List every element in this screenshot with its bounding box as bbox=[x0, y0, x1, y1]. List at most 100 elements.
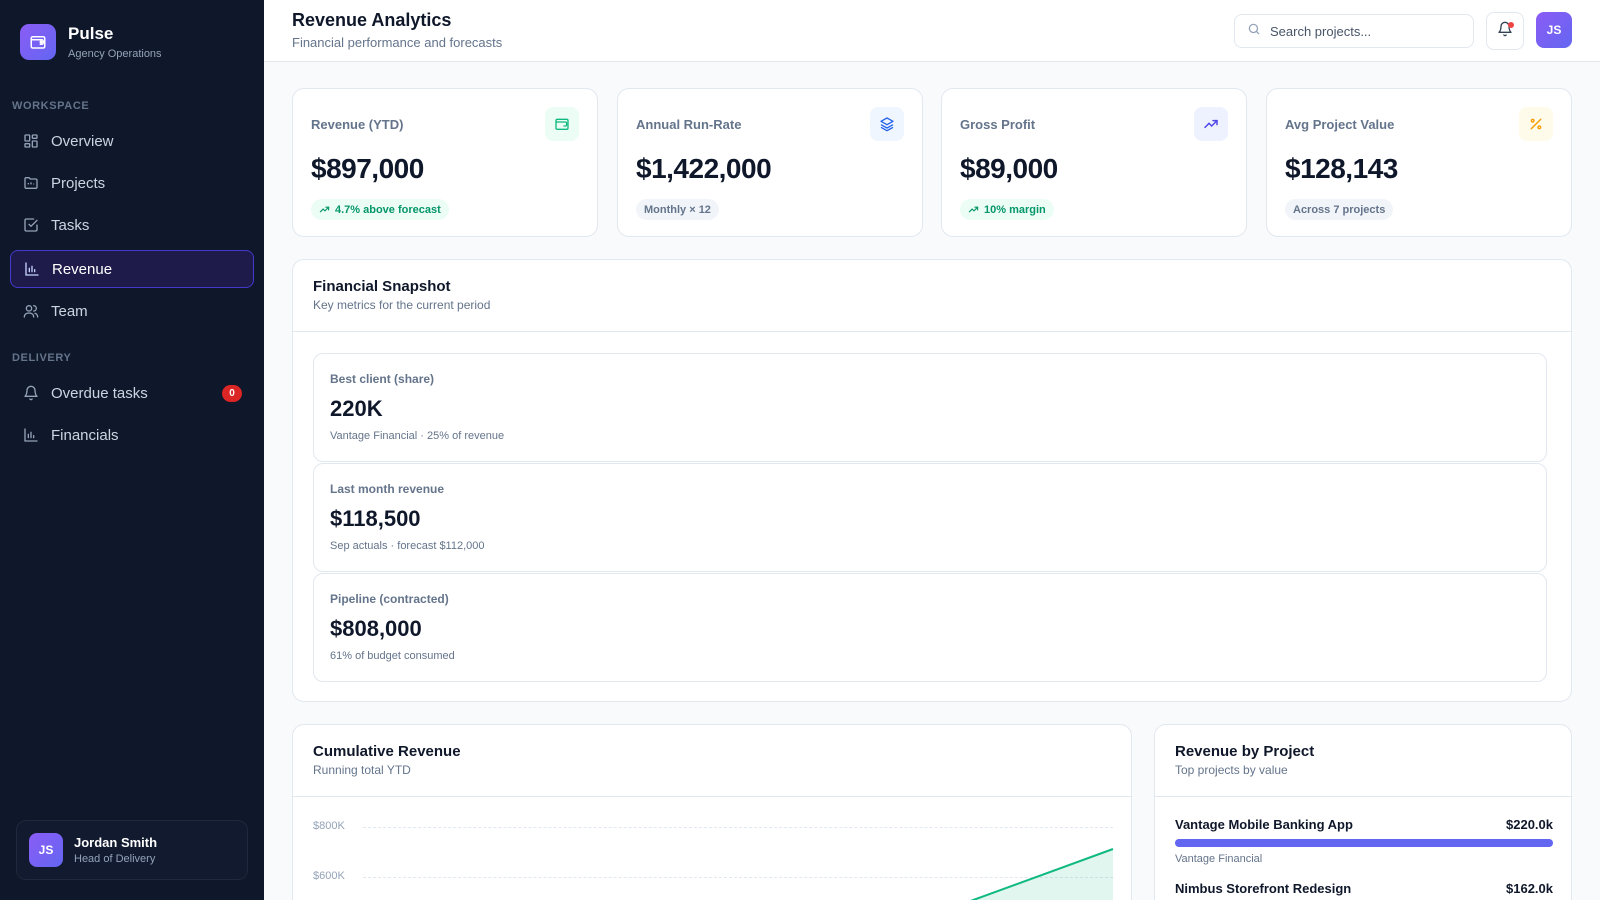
layers-icon bbox=[870, 107, 904, 141]
metric-label: Last month revenue bbox=[330, 482, 445, 496]
metric-card-pipeline: Pipeline (contracted) $808,000 61% of bu… bbox=[313, 573, 1547, 682]
gridline bbox=[363, 877, 1113, 878]
trending-up-icon bbox=[1194, 107, 1228, 141]
sidebar-item-label: Tasks bbox=[51, 216, 90, 234]
kpi-chip-text: 10% margin bbox=[984, 203, 1046, 216]
kpi-chip: 4.7% above forecast bbox=[311, 199, 449, 220]
project-bar-track bbox=[1175, 839, 1553, 847]
project-bar-fill bbox=[1175, 839, 1553, 847]
percent-icon bbox=[1519, 107, 1553, 141]
kpi-label: Gross Profit bbox=[960, 117, 1036, 132]
search-box[interactable] bbox=[1234, 14, 1474, 48]
metric-note: 61% of budget consumed bbox=[330, 650, 455, 662]
bar-chart-icon bbox=[23, 260, 41, 278]
sidebar: Pulse Agency Operations WORKSPACE Overvi… bbox=[0, 0, 264, 900]
sidebar-item-label: Overdue tasks bbox=[51, 384, 148, 402]
sidebar-item-label: Projects bbox=[51, 174, 106, 192]
sidebar-item-label: Overview bbox=[51, 132, 114, 150]
panel-subtitle: Key metrics for the current period bbox=[313, 298, 491, 312]
project-client: Vantage Financial bbox=[1175, 853, 1263, 865]
wallet-icon bbox=[20, 24, 56, 60]
gridline bbox=[363, 827, 1113, 828]
kpi-card-gross-profit: Gross Profit $89,000 10% margin bbox=[941, 88, 1247, 237]
panel-title: Cumulative Revenue bbox=[313, 743, 461, 760]
financial-snapshot-panel: Financial Snapshot Key metrics for the c… bbox=[292, 259, 1572, 702]
notifications-button[interactable] bbox=[1486, 12, 1524, 50]
y-tick-label: $800K bbox=[313, 820, 345, 832]
trend-up-icon bbox=[319, 204, 330, 215]
sidebar-item-tasks[interactable]: Tasks bbox=[10, 206, 254, 244]
metric-note: Sep actuals · forecast $112,000 bbox=[330, 540, 485, 552]
project-value: $162.0k bbox=[1506, 881, 1553, 896]
sidebar-item-financials[interactable]: Financials bbox=[10, 416, 254, 454]
page-subtitle: Financial performance and forecasts bbox=[292, 35, 503, 50]
kpi-label: Revenue (YTD) bbox=[311, 117, 404, 132]
grid-icon bbox=[22, 132, 40, 150]
brand-name: Pulse bbox=[68, 24, 114, 43]
kpi-value: $1,422,000 bbox=[636, 153, 772, 184]
section-label-workspace: WORKSPACE bbox=[12, 100, 90, 112]
revenue-by-project-panel: Revenue by Project Top projects by value… bbox=[1154, 724, 1572, 900]
metric-card-best-client: Best client (share) 220K Vantage Financi… bbox=[313, 353, 1547, 462]
users-icon bbox=[22, 302, 40, 320]
sidebar-item-revenue[interactable]: Revenue bbox=[10, 250, 254, 288]
sidebar-item-team[interactable]: Team bbox=[10, 292, 254, 330]
search-input[interactable] bbox=[1270, 23, 1460, 39]
metric-label: Pipeline (contracted) bbox=[330, 592, 449, 606]
sidebar-item-label: Revenue bbox=[52, 260, 113, 278]
project-value: $220.0k bbox=[1506, 817, 1553, 832]
user-name: Jordan Smith bbox=[74, 835, 158, 850]
kpi-card-revenue-ytd: Revenue (YTD) $897,000 4.7% above foreca… bbox=[292, 88, 598, 237]
panel-header: Financial Snapshot Key metrics for the c… bbox=[293, 260, 1571, 332]
kpi-value: $128,143 bbox=[1285, 153, 1398, 184]
panel-header: Revenue by Project Top projects by value bbox=[1155, 725, 1571, 797]
header-avatar[interactable]: JS bbox=[1536, 12, 1572, 48]
sidebar-item-projects[interactable]: Projects bbox=[10, 164, 254, 202]
checkbox-icon bbox=[22, 216, 40, 234]
sidebar-item-overview[interactable]: Overview bbox=[10, 122, 254, 160]
kpi-card-avg-project-value: Avg Project Value $128,143 Across 7 proj… bbox=[1266, 88, 1572, 237]
sidebar-item-label: Team bbox=[51, 302, 88, 320]
sidebar-item-label: Financials bbox=[51, 426, 119, 444]
top-header: Revenue Analytics Financial performance … bbox=[264, 0, 1600, 62]
sidebar-item-overdue-tasks[interactable]: Overdue tasks 0 bbox=[10, 374, 254, 412]
brand[interactable]: Pulse Agency Operations bbox=[20, 24, 162, 60]
notification-dot bbox=[1508, 22, 1514, 28]
project-name: Vantage Mobile Banking App bbox=[1175, 817, 1353, 832]
y-tick-label: $600K bbox=[313, 870, 345, 882]
bar-chart-icon bbox=[22, 426, 40, 444]
kpi-label: Annual Run-Rate bbox=[636, 117, 742, 132]
chart-line bbox=[970, 848, 1114, 900]
panel-title: Financial Snapshot bbox=[313, 278, 451, 295]
cumulative-revenue-chart bbox=[970, 848, 1114, 900]
page-title: Revenue Analytics bbox=[292, 10, 452, 30]
metric-value: $808,000 bbox=[330, 616, 422, 641]
metric-note: Vantage Financial · 25% of revenue bbox=[330, 430, 505, 442]
chart-area bbox=[973, 849, 1113, 900]
kpi-chip: 10% margin bbox=[960, 199, 1054, 220]
bell-icon bbox=[1497, 21, 1513, 42]
project-name: Nimbus Storefront Redesign bbox=[1175, 881, 1352, 896]
avatar: JS bbox=[29, 833, 63, 867]
wallet-icon bbox=[545, 107, 579, 141]
search-icon bbox=[1247, 22, 1261, 41]
panel-title: Revenue by Project bbox=[1175, 743, 1315, 760]
kpi-card-annual-run-rate: Annual Run-Rate $1,422,000 Monthly × 12 bbox=[617, 88, 923, 237]
metric-label: Best client (share) bbox=[330, 372, 435, 386]
metric-card-last-month-revenue: Last month revenue $118,500 Sep actuals … bbox=[313, 463, 1547, 572]
kpi-chip-text: Monthly × 12 bbox=[644, 203, 711, 216]
section-label-delivery: DELIVERY bbox=[12, 352, 72, 364]
kpi-chip: Across 7 projects bbox=[1285, 199, 1394, 220]
panel-header: Cumulative Revenue Running total YTD bbox=[293, 725, 1131, 797]
bell-icon bbox=[22, 384, 40, 402]
overdue-count-badge: 0 bbox=[222, 385, 242, 402]
brand-subtitle: Agency Operations bbox=[68, 48, 162, 60]
cumulative-revenue-panel: Cumulative Revenue Running total YTD $80… bbox=[292, 724, 1132, 900]
panel-subtitle: Top projects by value bbox=[1175, 763, 1288, 777]
kpi-label: Avg Project Value bbox=[1285, 117, 1395, 132]
metric-value: 220K bbox=[330, 396, 383, 421]
metric-value: $118,500 bbox=[330, 506, 421, 531]
folder-icon bbox=[22, 174, 40, 192]
kpi-chip: Monthly × 12 bbox=[636, 199, 719, 220]
user-card[interactable]: JS Jordan Smith Head of Delivery bbox=[16, 820, 248, 880]
